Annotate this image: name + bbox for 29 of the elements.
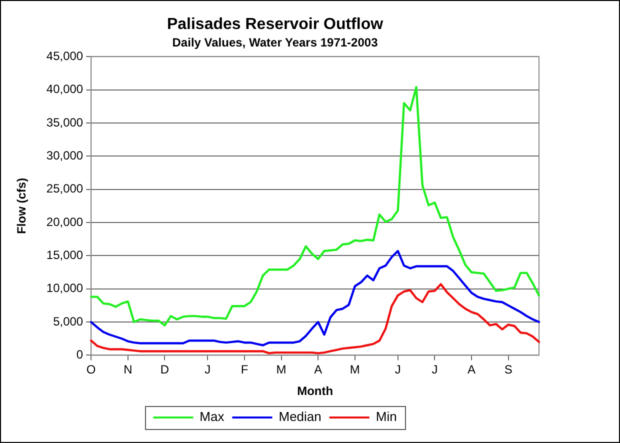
x-tick-label: A — [468, 362, 476, 377]
chart-subtitle: Daily Values, Water Years 1971-2003 — [172, 36, 378, 50]
y-tick-label: 5,000 — [53, 314, 84, 328]
y-tick-label: 25,000 — [46, 182, 84, 196]
legend-label: Max — [200, 409, 225, 424]
x-tick-label: D — [160, 362, 170, 377]
x-tick-label: M — [276, 362, 286, 377]
y-tick-label: 35,000 — [46, 115, 84, 130]
y-tick-label: 15,000 — [46, 248, 84, 262]
x-tick-label: J — [394, 362, 401, 377]
y-tick-label: 20,000 — [46, 214, 84, 229]
y-tick-label: 0 — [76, 348, 84, 362]
x-tick-label: M — [350, 362, 360, 377]
legend-label: Median — [278, 409, 322, 424]
x-tick-label: J — [204, 362, 211, 377]
y-tick-label: 40,000 — [46, 82, 84, 96]
legend-label: Min — [376, 409, 397, 424]
y-tick-label: 30,000 — [46, 148, 84, 162]
x-axis-title: Month — [297, 384, 334, 398]
x-tick-label: J — [432, 362, 438, 377]
x-tick-label: S — [504, 362, 512, 377]
chart-title: Palisades Reservoir Outflow — [166, 16, 384, 34]
y-axis-title: Flow (cfs) — [14, 178, 29, 234]
y-tick-label: 45,000 — [46, 48, 84, 63]
x-tick-label: A — [314, 362, 322, 377]
x-tick-label: F — [240, 362, 248, 377]
x-tick-label: N — [124, 362, 132, 377]
x-tick-label: O — [86, 362, 96, 377]
y-tick-label: 10,000 — [46, 281, 84, 296]
